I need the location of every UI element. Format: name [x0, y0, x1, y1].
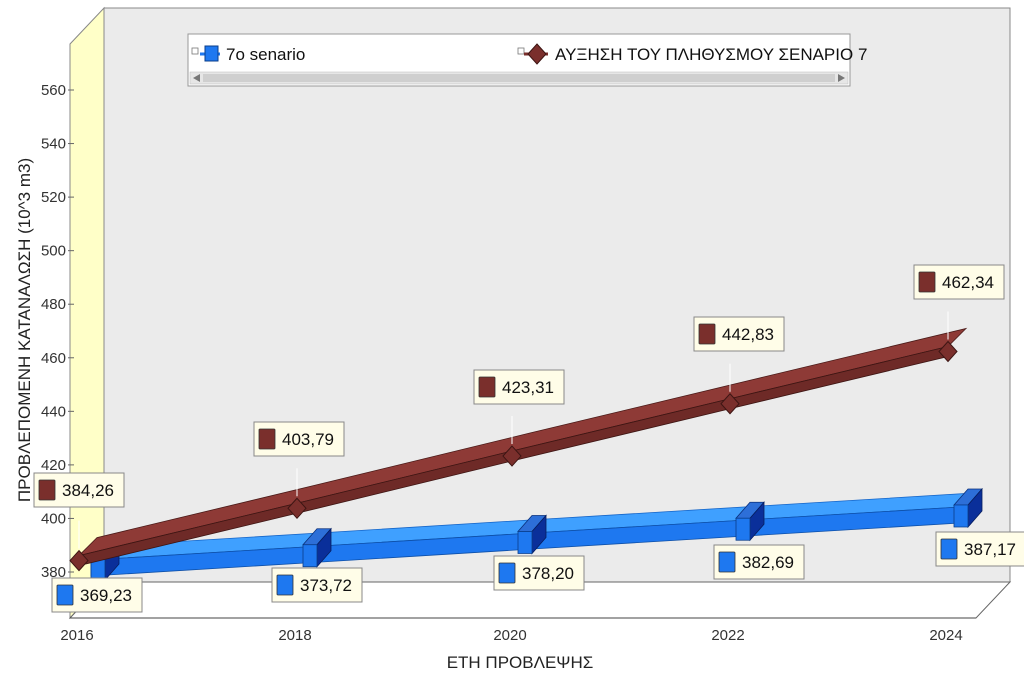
legend-checkbox-1[interactable] [191, 47, 199, 55]
data-label-text: 462,34 [942, 273, 994, 292]
legend-diamond-marker-icon [527, 43, 547, 65]
series-1-data-label: 373,72 [271, 567, 363, 603]
legend-label-series-2: ΑΥΞΗΣΗ ΤΟΥ ΠΛΗΘΥΣΜΟΥ ΣΕΝΑΡΙΟ 7 [555, 45, 867, 64]
series-1-data-label: 378,20 [493, 555, 585, 591]
series-2-data-label: 423,31 [473, 369, 565, 405]
data-label-text: 384,26 [62, 481, 114, 500]
data-label-text: 378,20 [522, 564, 574, 583]
y-axis-title: ΠΡΟΒΛΕΠΟΜΕΝΗ ΚΑΤΑΝΑΛΩΣΗ (10^3 m3) [15, 158, 34, 502]
scroll-right-arrow-icon[interactable] [838, 74, 845, 82]
series-2-data-label: 384,26 [33, 472, 125, 508]
data-label-text: 423,31 [502, 378, 554, 397]
x-tick-label: 2022 [711, 627, 744, 644]
x-tick-label: 2020 [493, 627, 526, 644]
y-tick-label: 460 [41, 350, 66, 367]
y-tick-label: 440 [41, 403, 66, 420]
x-axis: 2016 2018 2020 2022 2024 [60, 627, 962, 644]
scroll-left-arrow-icon[interactable] [193, 74, 200, 82]
x-axis-title: ΕΤΗ ΠΡΟΒΛΕΨΗΣ [447, 653, 594, 672]
y-tick-label: 520 [41, 189, 66, 206]
series-2-data-label: 403,79 [253, 421, 345, 457]
y-tick-label: 420 [41, 457, 66, 474]
series-2-point[interactable] [720, 393, 740, 415]
x-tick-label: 2016 [60, 627, 93, 644]
legend-scroll-thumb[interactable] [203, 74, 835, 82]
y-tick-label: 380 [41, 564, 66, 581]
data-label-text: 387,17 [964, 540, 1016, 559]
legend-label-series-1: 7o senario [226, 45, 305, 64]
series-1-point[interactable] [302, 527, 332, 568]
series-1-data-label: 369,23 [51, 577, 143, 613]
data-label-text: 403,79 [282, 430, 334, 449]
series-1-point[interactable] [517, 514, 547, 555]
legend-checkbox-2[interactable] [517, 47, 525, 55]
y-tick-label: 560 [41, 82, 66, 99]
data-label-text: 369,23 [80, 586, 132, 605]
legend: 7o senario ΑΥΞΗΣΗ ΤΟΥ ΠΛΗΘΥΣΜΟΥ ΣΕΝΑΡΙΟ … [187, 33, 867, 87]
series-2-point[interactable] [502, 445, 522, 467]
y-tick-label: 540 [41, 136, 66, 153]
data-label-text: 382,69 [742, 553, 794, 572]
data-label-text: 373,72 [300, 576, 352, 595]
series-2-point[interactable] [287, 497, 307, 520]
series-1-data-label: 387,17 [935, 531, 1024, 567]
x-tick-label: 2024 [929, 627, 962, 644]
series-2-data-label: 442,83 [693, 316, 785, 352]
series-1-point[interactable] [953, 487, 983, 529]
y-tick-label: 480 [41, 296, 66, 313]
series-1-point[interactable] [735, 501, 765, 542]
back-wall [103, 7, 1011, 583]
y-axis: 380 400 420 440 460 480 500 520 540 560 [41, 82, 74, 581]
data-label-text: 442,83 [722, 325, 774, 344]
data-label-layer: 384,26 403,79 423,31 442,83 462,34 369,23 373,… [33, 264, 1024, 613]
x-tick-label: 2018 [278, 627, 311, 644]
legend-square-marker-icon [204, 45, 219, 62]
y-tick-label: 400 [41, 510, 66, 527]
y-tick-label: 500 [41, 243, 66, 260]
series-2-data-label: 462,34 [913, 264, 1005, 300]
series-1-data-label: 382,69 [713, 544, 805, 580]
series-2-point[interactable] [938, 340, 958, 363]
left-wall [69, 6, 105, 620]
series-2-point[interactable] [69, 549, 89, 572]
series-layer [69, 311, 983, 582]
